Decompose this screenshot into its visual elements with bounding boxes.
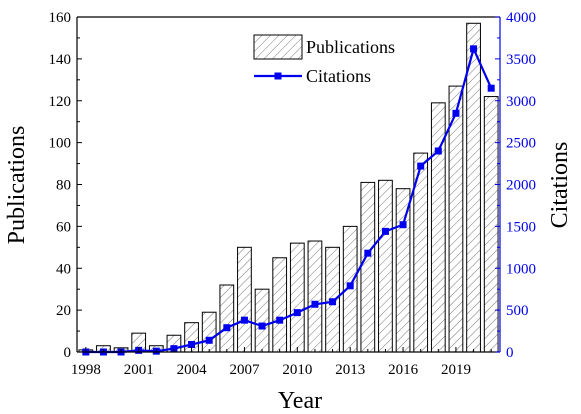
y2-axis-title: Citations — [547, 142, 573, 229]
point-citations-2012 — [329, 298, 337, 306]
x-tick-label-2001: 2001 — [124, 362, 154, 378]
axes: 0 20 40 60 80 100 120 140 160 0 500 1000 1500 2000 250… — [49, 10, 537, 378]
y-axis-title: Publications — [4, 126, 30, 245]
bar-publications-2009 — [272, 257, 288, 353]
y2-tick-label-2500: 2500 — [506, 136, 536, 152]
y-tick-label-120: 120 — [49, 94, 72, 110]
bar-publications-2010 — [289, 242, 305, 353]
point-citations-2005 — [205, 336, 213, 344]
point-citations-2009 — [276, 316, 284, 324]
x-tick-label-2010: 2010 — [282, 362, 312, 378]
x-tick-label-2019: 2019 — [441, 362, 471, 378]
point-citations-2017 — [417, 162, 425, 170]
point-citations-2018 — [434, 147, 442, 155]
y-tick-label-60: 60 — [56, 219, 71, 235]
y-tick-label-160: 160 — [49, 10, 72, 26]
bar-publications-2014 — [360, 181, 376, 353]
y2-tick-label-0: 0 — [506, 345, 514, 361]
point-citations-2016 — [399, 221, 407, 229]
point-citations-2020 — [470, 45, 478, 53]
point-citations-2008 — [258, 322, 266, 330]
y2-tick-label-1500: 1500 — [506, 219, 536, 235]
point-citations-2004 — [188, 340, 196, 348]
legend-bar-swatch — [253, 34, 303, 60]
x-tick-label-2016: 2016 — [388, 362, 419, 378]
bar-publications-2007 — [237, 246, 252, 353]
point-citations-2021 — [487, 84, 495, 92]
y2-tick-label-500: 500 — [506, 303, 529, 319]
bar-publications-2021 — [483, 96, 499, 353]
y2-tick-label-2000: 2000 — [506, 178, 536, 194]
y-tick-label-40: 40 — [56, 261, 71, 277]
bar-publications-2005 — [201, 311, 217, 353]
y-tick-label-0: 0 — [64, 345, 72, 361]
y-tick-label-140: 140 — [49, 52, 72, 68]
bar-publications-2016 — [395, 188, 411, 353]
bar-publications-2011 — [307, 240, 323, 353]
point-citations-2015 — [381, 227, 389, 235]
point-citations-2011 — [311, 300, 319, 308]
bar-publications-2006 — [219, 284, 235, 353]
point-citations-2013 — [346, 282, 354, 290]
publication-bars — [78, 22, 499, 353]
x-tick-label-2004: 2004 — [177, 362, 208, 378]
legend-square-marker — [274, 72, 282, 80]
x-axis-title: Year — [278, 388, 322, 414]
point-citations-2014 — [364, 249, 372, 257]
point-citations-2019 — [452, 109, 460, 117]
point-citations-2010 — [293, 309, 301, 317]
y-tick-label-100: 100 — [49, 136, 72, 152]
x-tick-label-2013: 2013 — [335, 362, 365, 378]
point-citations-2006 — [223, 324, 231, 332]
x-tick-label-2007: 2007 — [229, 362, 260, 378]
bar-publications-2020 — [466, 22, 481, 353]
legend: Publications Citations — [253, 34, 395, 86]
y2-tick-label-3000: 3000 — [506, 94, 536, 110]
y-tick-label-80: 80 — [56, 178, 71, 194]
point-citations-2003 — [170, 345, 178, 353]
legend-label-publications: Publications — [306, 37, 395, 57]
point-citations-2007 — [240, 316, 248, 324]
bar-publications-2008 — [254, 288, 270, 353]
y-tick-label-20: 20 — [56, 303, 71, 319]
y2-tick-label-4000: 4000 — [506, 10, 536, 26]
y2-tick-label-1000: 1000 — [506, 261, 536, 277]
x-tick-label-1998: 1998 — [71, 362, 101, 378]
bar-publications-2015 — [378, 179, 393, 353]
legend-label-citations: Citations — [306, 66, 371, 86]
citations-line — [85, 45, 493, 354]
y2-tick-label-3500: 3500 — [506, 52, 536, 68]
